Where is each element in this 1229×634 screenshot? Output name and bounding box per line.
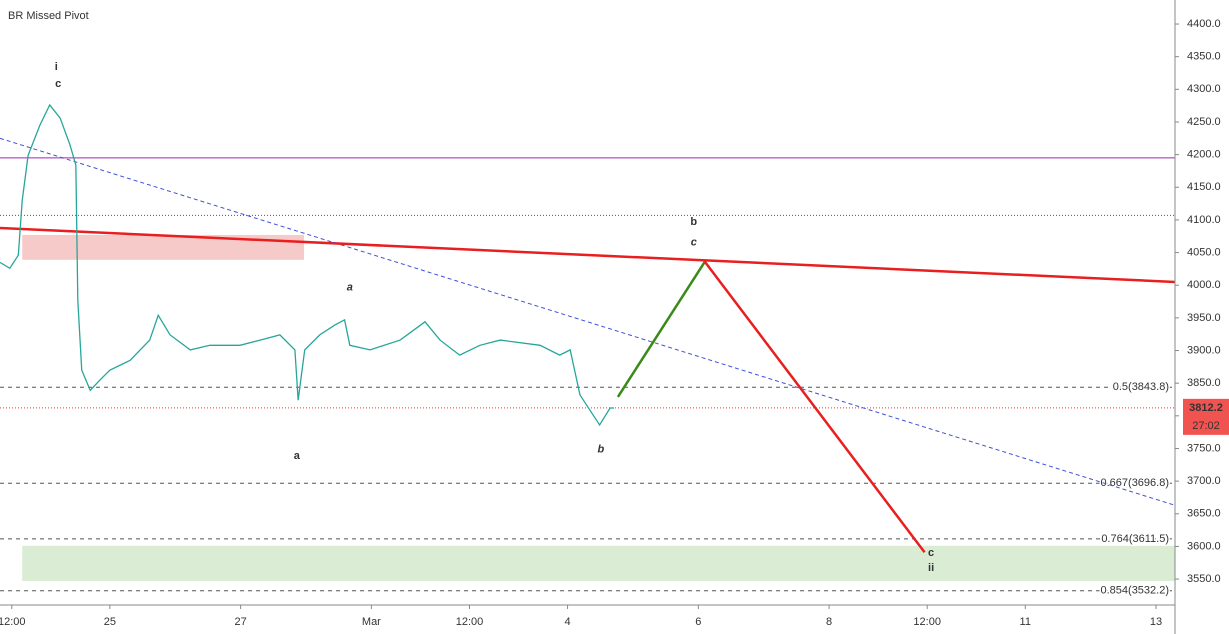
trend-line: [703, 260, 926, 554]
y-tick-label: 4100.0: [1187, 214, 1221, 226]
x-tick-label: 8: [826, 616, 832, 628]
level-label: 0.667(3696.8): [1101, 477, 1170, 489]
y-tick-label: 4300.0: [1187, 83, 1221, 95]
price-badge: [1183, 398, 1229, 435]
x-tick-label: 12:00: [456, 616, 484, 628]
x-tick-label: 13: [1150, 616, 1162, 628]
wave-label: a: [294, 450, 301, 462]
zone: [22, 234, 305, 260]
price-label: 3812.2: [1189, 402, 1223, 414]
y-tick-label: 4400.0: [1187, 18, 1221, 30]
x-tick-label: 25: [104, 616, 116, 628]
y-tick-label: 3650.0: [1187, 508, 1221, 520]
wave-label: i: [55, 61, 58, 73]
wave-label: c: [928, 547, 934, 559]
y-tick-label: 4250.0: [1187, 116, 1221, 128]
price-line: [0, 103, 614, 427]
x-tick-label: 6: [695, 616, 701, 628]
zone: [22, 545, 1176, 582]
wave-label: c: [691, 237, 697, 249]
chart-title: BR Missed Pivot: [8, 10, 89, 22]
wave-label: b: [690, 216, 697, 228]
x-tick-label: 27: [234, 616, 246, 628]
y-tick-label: 4200.0: [1187, 149, 1221, 161]
y-tick-label: 3750.0: [1187, 442, 1221, 454]
y-tick-label: 3550.0: [1187, 573, 1221, 585]
wave-label: a: [347, 282, 353, 294]
x-tick-label: Mar: [362, 616, 381, 628]
x-tick-label: 11: [1020, 616, 1031, 628]
wave-label: ii: [928, 562, 934, 574]
y-tick-label: 3850.0: [1187, 377, 1221, 389]
y-tick-label: 4150.0: [1187, 181, 1221, 193]
trend-line: [0, 137, 1176, 506]
trend-line: [616, 261, 706, 398]
y-tick-label: 4050.0: [1187, 246, 1221, 258]
y-tick-label: 4000.0: [1187, 279, 1221, 291]
level-label: 0.5(3843.8): [1113, 381, 1169, 393]
y-tick-label: 4350.0: [1187, 51, 1221, 63]
level-label: 0.764(3611.5): [1101, 533, 1169, 545]
x-tick-label: 4: [564, 616, 570, 628]
x-tick-label: 12:00: [913, 616, 941, 628]
y-tick-label: 3600.0: [1187, 540, 1221, 552]
wave-label: b: [598, 444, 605, 456]
x-tick-label: 12:00: [0, 616, 26, 628]
level-label: 0.854(3532.2): [1101, 585, 1170, 597]
wave-label: c: [55, 78, 61, 90]
countdown: 27:02: [1192, 420, 1220, 432]
y-tick-label: 3950.0: [1187, 312, 1221, 324]
trend-line: [0, 226, 1176, 284]
y-tick-label: 3900.0: [1187, 344, 1221, 356]
y-tick-label: 3700.0: [1187, 475, 1221, 487]
